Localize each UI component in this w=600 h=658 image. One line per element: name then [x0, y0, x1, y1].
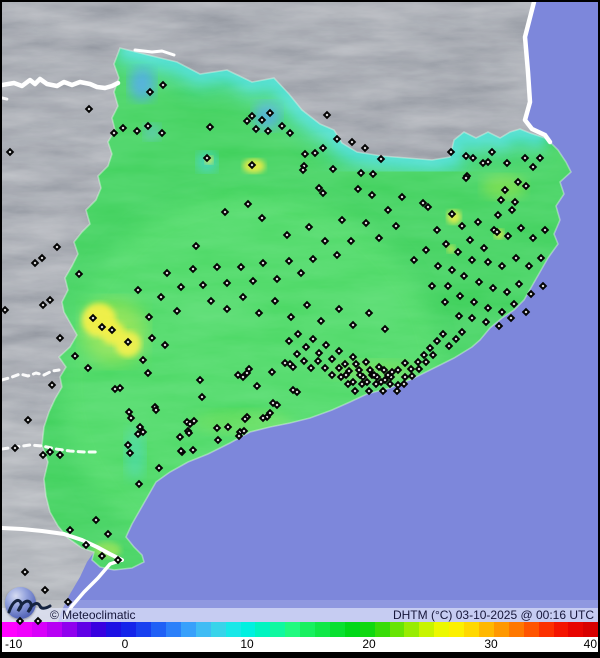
scale-color-cell: [553, 622, 569, 637]
scale-tick-label: 10: [240, 637, 254, 651]
meteoclimatic-logo[interactable]: [5, 587, 55, 623]
scale-tick-label: 30: [484, 637, 498, 651]
scale-color-cell: [270, 622, 286, 637]
scale-color-cell: [61, 622, 77, 637]
map-graphic: [2, 2, 598, 622]
legend-label: DHTM (°C) 03-10-2025 @ 00:16 UTC: [392, 608, 594, 622]
scale-color-cell: [76, 622, 92, 637]
scale-color-cell: [210, 622, 226, 637]
status-strip-shade: [2, 600, 598, 608]
scale-tick-label: -10: [5, 637, 23, 651]
scale-color-cell: [151, 622, 166, 637]
scale-color-cell: [46, 622, 62, 637]
scale-color-cell: [2, 622, 17, 637]
status-strip: © Meteoclimatic DHTM (°C) 03-10-2025 @ 0…: [2, 608, 598, 622]
scale-color-cell: [359, 622, 375, 637]
temperature-scale-bar: [2, 622, 599, 637]
scale-color-cell: [434, 622, 450, 637]
scale-color-cell: [523, 622, 539, 637]
scale-color-cell: [449, 622, 465, 637]
scale-color-cell: [329, 622, 345, 637]
scale-color-cell: [16, 622, 32, 637]
region-outline: [41, 47, 572, 571]
scale-color-cell: [136, 622, 152, 637]
temperature-scale-labels: -10 0 10 20 30 40: [2, 637, 598, 652]
scale-color-cell: [300, 622, 316, 637]
scale-color-cell: [538, 622, 554, 637]
map-canvas[interactable]: [2, 2, 598, 622]
scale-color-cell: [31, 622, 47, 637]
copyright-label: © Meteoclimatic: [50, 608, 136, 622]
scale-tick-label: 0: [121, 637, 129, 651]
scale-color-cell: [583, 622, 599, 637]
scale-tick-label: 40: [583, 637, 597, 651]
scale-color-cell: [464, 622, 479, 637]
scale-color-cell: [404, 622, 420, 637]
scale-color-cell: [479, 622, 494, 637]
scale-color-cell: [240, 622, 256, 637]
scale-color-cell: [285, 622, 301, 637]
scale-color-cell: [121, 622, 137, 637]
scale-color-cell: [389, 622, 405, 637]
sea: [58, 2, 598, 622]
scale-color-cell: [225, 622, 241, 637]
scale-color-cell: [255, 622, 271, 637]
scale-color-cell: [106, 622, 122, 637]
scale-color-cell: [419, 622, 435, 637]
scale-color-cell: [508, 622, 524, 637]
scale-color-cell: [165, 622, 181, 637]
scale-color-cell: [195, 622, 211, 637]
scale-color-cell: [344, 622, 360, 637]
scale-color-cell: [91, 622, 107, 637]
scale-color-cell: [493, 622, 509, 637]
scale-color-cell: [180, 622, 196, 637]
scale-color-cell: [568, 622, 584, 637]
logo-m-squiggle-icon: [7, 598, 52, 614]
scale-color-cell: [315, 622, 330, 637]
scale-tick-label: 20: [362, 637, 376, 651]
scale-color-cell: [374, 622, 390, 637]
